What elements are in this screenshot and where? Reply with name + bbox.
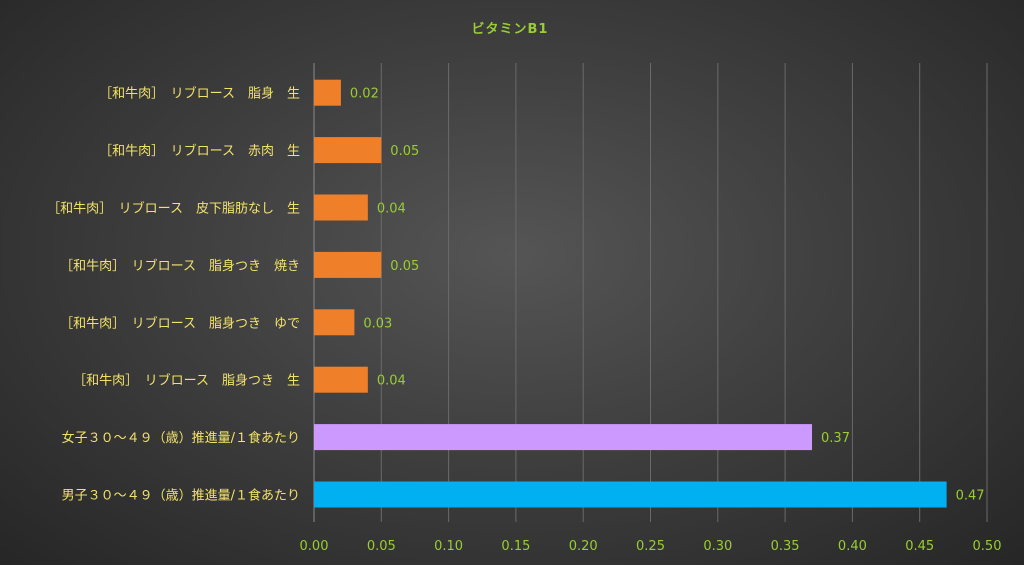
bar <box>314 366 368 393</box>
x-tick-label: 0.20 <box>569 539 598 554</box>
bar <box>314 137 382 164</box>
bar <box>314 251 382 278</box>
bar <box>314 194 368 221</box>
x-tick-label: 0.00 <box>300 539 329 554</box>
data-label: 0.04 <box>377 202 406 217</box>
data-label: 0.03 <box>363 316 392 331</box>
x-tick-label: 0.15 <box>501 539 530 554</box>
category-label: ［和牛肉］ リブロース 皮下脂肪なし 生 <box>47 201 300 217</box>
x-tick-label: 0.25 <box>636 539 665 554</box>
bar <box>314 309 355 336</box>
category-label: ［和牛肉］ リブロース 脂身つき ゆで <box>60 315 300 331</box>
x-tick-label: 0.50 <box>973 539 1002 554</box>
bars <box>314 79 947 508</box>
x-tick-label: 0.10 <box>434 539 463 554</box>
x-tick-label: 0.30 <box>703 539 732 554</box>
category-label: ［和牛肉］ リブロース 脂身つき 生 <box>73 373 300 389</box>
x-tick-label: 0.35 <box>771 539 800 554</box>
x-tick-label: 0.45 <box>905 539 934 554</box>
bar <box>314 481 947 508</box>
data-label: 0.37 <box>821 431 850 446</box>
category-label: ［和牛肉］ リブロース 赤肉 生 <box>99 143 300 159</box>
category-label: 女子３０～４９（歳）推進量/１食あたり <box>62 430 300 446</box>
category-label: 男子３０～４９（歳）推進量/１食あたり <box>62 488 300 504</box>
data-labels: 0.02 0.05 0.04 0.05 0.03 0.04 0.37 0.47 <box>350 87 985 504</box>
x-tick-label: 0.05 <box>367 539 396 554</box>
chart-title: ビタミンB1 <box>472 21 549 37</box>
data-label: 0.05 <box>390 259 419 274</box>
gridlines <box>313 63 988 522</box>
data-label: 0.05 <box>390 144 419 159</box>
bar <box>314 424 813 451</box>
category-label: ［和牛肉］ リブロース 脂身つき 焼き <box>60 258 300 274</box>
category-label: ［和牛肉］ リブロース 脂身 生 <box>99 86 300 102</box>
data-label: 0.04 <box>377 374 406 389</box>
category-labels: ［和牛肉］ リブロース 脂身 生 ［和牛肉］ リブロース 赤肉 生 ［和牛肉］ リブ… <box>47 86 300 504</box>
data-label: 0.02 <box>350 87 379 102</box>
x-axis-ticks: 0.00 0.05 0.10 0.15 0.20 0.25 0.30 0.35 0.40 0.45… <box>300 539 1002 554</box>
data-label: 0.47 <box>956 489 985 504</box>
x-tick-label: 0.40 <box>838 539 867 554</box>
bar <box>314 79 341 106</box>
